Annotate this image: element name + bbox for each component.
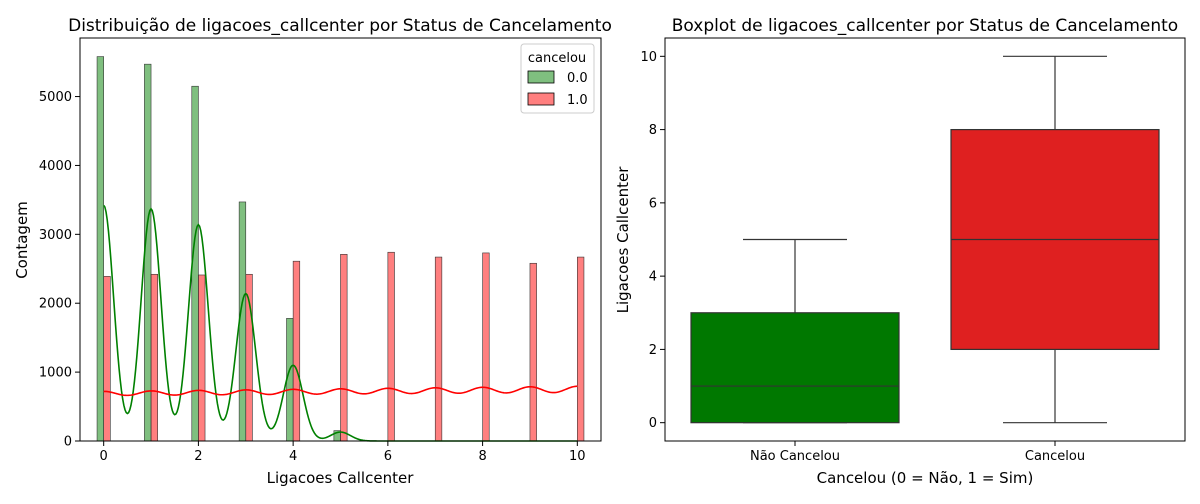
box-ylabel: Ligacoes Callcenter <box>614 166 632 314</box>
box-ytick-label-4: 4 <box>649 270 657 285</box>
bar-cancel-0 <box>103 276 111 442</box>
box-marks <box>690 55 1160 424</box>
box-ytick-label-2: 2 <box>649 343 657 358</box>
bar-cancel-9 <box>529 262 537 442</box>
hist-xtick-label-2: 2 <box>194 449 202 464</box>
hist-ytick-label-1000: 1000 <box>39 366 72 381</box>
bar-cancel-1 <box>150 273 158 442</box>
hist-frame <box>79 37 602 442</box>
box-xlabel: Cancelou (0 = Não, 1 = Sim) <box>817 469 1034 487</box>
box-xtick-label-1: Cancelou <box>1025 449 1085 464</box>
box-ytick-label-10: 10 <box>640 50 657 65</box>
bar-cancel-4 <box>292 260 301 442</box>
hist-xtick-label-4: 4 <box>289 449 297 464</box>
bar-cancel-2 <box>198 274 206 442</box>
hist-title: Distribuição de ligacoes_callcenter por … <box>68 16 612 36</box>
boxplot-panel: Boxplot de ligacoes_callcenter por Statu… <box>614 16 1186 487</box>
box-axes: 0 2 4 6 8 10 Não Cancelou Cancelou <box>640 37 1186 464</box>
bar-cancel-5 <box>340 254 348 442</box>
bar-no-cancel-0 <box>96 56 104 442</box>
hist-xlabel: Ligacoes Callcenter <box>267 469 415 487</box>
bar-cancel-8 <box>482 252 490 442</box>
box-frame <box>664 37 1186 442</box>
kde-line-cancel <box>103 385 578 397</box>
hist-ytick-label-4000: 4000 <box>39 159 72 174</box>
box-ytick-label-6: 6 <box>649 196 657 211</box>
hist-xtick-label-10: 10 <box>569 449 586 464</box>
hist-legend: cancelou 0.0 1.0 <box>520 43 595 114</box>
hist-ytick-label-3000: 3000 <box>39 228 72 243</box>
box-ytick-label-0: 0 <box>649 416 657 431</box>
histogram-panel: Distribuição de ligacoes_callcenter por … <box>13 16 612 487</box>
hist-axes: 0 2 4 6 8 10 0 1000 2000 3000 4000 5000 <box>39 37 602 464</box>
hist-xtick-label-0: 0 <box>100 449 108 464</box>
box-no-cancel <box>690 312 900 424</box>
bar-cancel-10 <box>577 256 585 442</box>
legend-label-0: 0.0 <box>567 71 588 86</box>
legend-title: cancelou <box>528 51 586 66</box>
bar-cancel-6 <box>387 251 395 442</box>
hist-xtick-label-6: 6 <box>384 449 392 464</box>
hist-xtick-label-8: 8 <box>478 449 486 464</box>
legend-label-1: 1.0 <box>567 93 588 108</box>
bar-cancel-7 <box>434 256 443 442</box>
bar-no-cancel-4 <box>286 318 294 442</box>
hist-bars <box>96 56 585 442</box>
hist-ytick-label-2000: 2000 <box>39 297 72 312</box>
hist-ylabel: Contagem <box>13 201 31 279</box>
box-xtick-label-0: Não Cancelou <box>750 449 840 464</box>
box-ytick-label-8: 8 <box>649 123 657 138</box>
hist-ytick-label-0: 0 <box>64 435 72 450</box>
legend-swatch-1 <box>527 92 555 106</box>
legend-swatch-0 <box>527 70 555 84</box>
hist-ytick-label-5000: 5000 <box>39 90 72 105</box>
box-title: Boxplot de ligacoes_callcenter por Statu… <box>672 16 1178 36</box>
